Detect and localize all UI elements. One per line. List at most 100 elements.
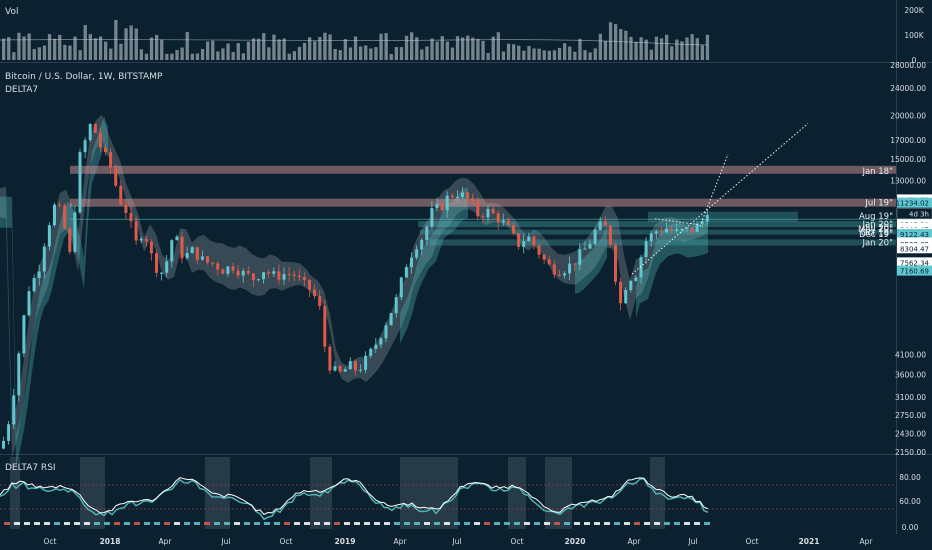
candle-body bbox=[313, 289, 317, 297]
rsi-signal-line bbox=[0, 478, 709, 521]
volume-bar bbox=[425, 46, 429, 60]
volume-bar bbox=[588, 52, 592, 60]
candle-body bbox=[394, 297, 398, 314]
volume-bar bbox=[83, 25, 87, 60]
volume-bar bbox=[27, 33, 31, 60]
candle-body bbox=[675, 229, 679, 231]
volume-bar bbox=[47, 34, 52, 60]
candle-body bbox=[257, 279, 260, 281]
level-label: Jul 19" bbox=[864, 199, 893, 209]
candle-body bbox=[461, 192, 464, 197]
volume-bar bbox=[353, 36, 358, 60]
volume-bar bbox=[58, 34, 62, 60]
volume-bar bbox=[277, 39, 281, 60]
time-axis: Oct 2018 Apr Jul Oct 2019 Apr Jul Oct 2020 Apr Jul O… bbox=[44, 537, 874, 546]
candle-body bbox=[670, 228, 674, 231]
rsi-highlight bbox=[508, 457, 526, 529]
volume-bar bbox=[68, 45, 72, 60]
rsi-marker bbox=[494, 522, 500, 525]
volume-bar bbox=[455, 36, 460, 60]
candle-body bbox=[47, 225, 51, 247]
volume-bar bbox=[216, 51, 220, 60]
candle-body bbox=[455, 196, 459, 198]
volume-bar bbox=[170, 53, 174, 60]
candle-body bbox=[338, 366, 342, 372]
candle-body bbox=[221, 269, 225, 274]
candle-body bbox=[573, 263, 577, 265]
rsi-marker bbox=[84, 522, 90, 525]
time-tick-label: 2019 bbox=[335, 537, 356, 546]
volume-bar bbox=[384, 33, 388, 60]
rsi-marker bbox=[484, 522, 490, 525]
volume-bar bbox=[53, 38, 57, 60]
volume-bar bbox=[251, 38, 256, 60]
rsi-marker bbox=[94, 522, 100, 525]
candle-body bbox=[129, 212, 133, 222]
candle-body bbox=[272, 271, 276, 274]
level-label: Jan 18" bbox=[861, 167, 893, 177]
volume-bar bbox=[364, 45, 368, 60]
rsi-marker bbox=[204, 522, 210, 525]
candle-body bbox=[343, 369, 347, 372]
candle-body bbox=[588, 243, 592, 249]
volume-bar bbox=[246, 41, 251, 60]
volume-bar bbox=[547, 50, 551, 60]
time-tick-label: Apr bbox=[628, 537, 642, 546]
candle-body bbox=[680, 229, 684, 231]
rsi-label: DELTA7 RSI bbox=[5, 463, 56, 473]
rsi-tick-label: 80.00 bbox=[899, 473, 921, 482]
countdown-label: 4d 3h bbox=[909, 211, 929, 219]
candle-body bbox=[231, 266, 235, 271]
time-tick-label: 2018 bbox=[100, 537, 121, 546]
delta7-cloud bbox=[400, 187, 468, 344]
candle-body bbox=[302, 277, 306, 280]
volume-bar bbox=[155, 34, 159, 60]
candle-body bbox=[149, 241, 153, 254]
level-label: May 20" bbox=[858, 225, 893, 235]
volume-bar bbox=[603, 41, 608, 60]
volume-bar bbox=[644, 39, 648, 60]
volume-bar bbox=[639, 37, 643, 60]
volume-bar bbox=[481, 40, 485, 60]
volume-tick-label: 0 bbox=[912, 56, 917, 65]
rsi-highlight bbox=[545, 457, 572, 529]
candle-body bbox=[190, 247, 194, 254]
delta7-cloud bbox=[636, 222, 708, 318]
candle-body bbox=[134, 221, 138, 241]
candle-body bbox=[445, 195, 449, 211]
candle-body bbox=[450, 195, 454, 198]
candle-body bbox=[374, 344, 378, 349]
volume-bar bbox=[410, 32, 414, 60]
volume-bar bbox=[517, 45, 521, 60]
delta7-bands bbox=[0, 114, 708, 466]
price-tick-label: 28000.00 bbox=[890, 61, 926, 70]
candle-body bbox=[568, 263, 572, 274]
volume-bar bbox=[302, 42, 307, 60]
candle-body bbox=[690, 227, 694, 232]
volume-bar bbox=[430, 38, 434, 60]
level-label: Jul 20" bbox=[864, 223, 893, 233]
rsi-marker bbox=[694, 522, 700, 525]
candle-body bbox=[552, 264, 556, 275]
volume-bar bbox=[700, 45, 704, 60]
candle-body bbox=[420, 239, 424, 250]
countdown-box bbox=[896, 208, 932, 219]
volume-bar bbox=[313, 41, 317, 60]
volume-bar bbox=[257, 38, 261, 60]
candle-body bbox=[603, 221, 607, 226]
volume-bar bbox=[134, 28, 138, 60]
volume-bar bbox=[369, 48, 373, 60]
price-pane bbox=[0, 63, 896, 453]
rsi-marker bbox=[114, 522, 120, 525]
level-label: Jan 20" bbox=[861, 220, 893, 230]
candle-body bbox=[180, 236, 184, 259]
rsi-marker bbox=[374, 522, 380, 525]
rsi-lines bbox=[0, 457, 896, 529]
volume-bar bbox=[476, 38, 480, 60]
support-zone-recent bbox=[648, 211, 798, 222]
price-tick-label: 3100.00 bbox=[895, 393, 926, 402]
rsi-marker bbox=[704, 522, 710, 525]
rsi-marker bbox=[194, 522, 200, 525]
candle-body bbox=[563, 273, 566, 276]
candle-body bbox=[659, 231, 663, 233]
